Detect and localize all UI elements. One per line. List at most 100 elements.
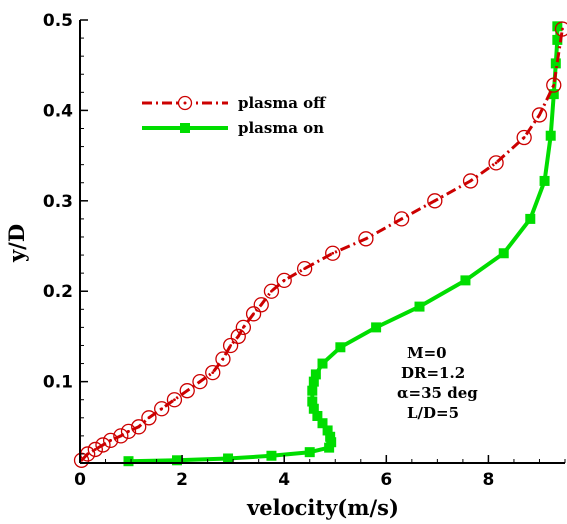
data-point-plasma-on bbox=[325, 431, 336, 442]
data-point-plasma-on bbox=[545, 130, 556, 141]
data-point-dot-plasma-off bbox=[259, 303, 263, 307]
data-point-plasma-off bbox=[141, 410, 157, 426]
x-tick-label: 2 bbox=[176, 470, 188, 490]
data-point-plasma-on bbox=[307, 385, 318, 396]
data-point-plasma-off bbox=[235, 319, 252, 336]
plot-area bbox=[73, 21, 567, 468]
data-point-plasma-on bbox=[317, 418, 328, 429]
legend-marker-plasma-on bbox=[180, 123, 190, 133]
data-point-plasma-on bbox=[552, 21, 563, 32]
data-point-dot-plasma-off bbox=[173, 398, 176, 402]
data-point-plasma-off bbox=[131, 419, 147, 435]
data-point-plasma-off bbox=[95, 437, 111, 453]
legend-label-plasma-off: plasma off bbox=[238, 94, 327, 112]
data-point-plasma-off bbox=[253, 297, 269, 313]
data-point-plasma-off bbox=[102, 432, 119, 449]
data-point-dot-plasma-off bbox=[331, 251, 335, 255]
data-point-dot-plasma-off bbox=[282, 278, 286, 282]
data-point-plasma-on bbox=[539, 175, 550, 186]
data-point-plasma-on bbox=[223, 453, 234, 464]
data-point-plasma-off bbox=[393, 211, 410, 227]
data-point-plasma-on bbox=[266, 450, 277, 461]
data-point-plasma-off bbox=[263, 283, 280, 299]
data-point-plasma-on bbox=[324, 442, 335, 453]
data-point-plasma-on bbox=[525, 213, 536, 224]
legend: plasma off plasma on bbox=[142, 94, 327, 137]
data-point-plasma-on bbox=[326, 437, 337, 448]
data-point-plasma-off bbox=[546, 77, 562, 93]
data-point-dot-plasma-off bbox=[119, 434, 123, 438]
data-point-dot-plasma-off bbox=[552, 83, 556, 87]
data-point-plasma-off bbox=[205, 364, 221, 381]
data-point-plasma-on bbox=[552, 34, 563, 45]
data-point-dot-plasma-off bbox=[109, 438, 113, 442]
annotation-length-ratio: L/D=5 bbox=[407, 404, 459, 422]
data-point-plasma-on bbox=[322, 425, 333, 436]
data-point-plasma-on bbox=[312, 410, 323, 421]
data-point-plasma-on bbox=[414, 301, 425, 312]
data-point-dot-plasma-off bbox=[211, 371, 215, 374]
data-point-plasma-on bbox=[308, 403, 319, 414]
data-point-dot-plasma-off bbox=[127, 429, 130, 433]
data-point-dot-plasma-off bbox=[400, 217, 404, 221]
data-point-dot-plasma-off bbox=[538, 113, 541, 117]
data-point-dot-plasma-off bbox=[252, 312, 255, 316]
x-tick-label: 4 bbox=[278, 470, 290, 490]
data-point-plasma-on bbox=[123, 456, 134, 467]
data-point-dot-plasma-off bbox=[236, 335, 240, 338]
legend-entry-plasma-off: plasma off bbox=[142, 94, 327, 112]
data-point-dot-plasma-off bbox=[433, 199, 437, 203]
data-point-plasma-off bbox=[154, 401, 170, 417]
data-point-dot-plasma-off bbox=[93, 448, 97, 451]
data-point-plasma-off bbox=[245, 306, 262, 322]
data-point-dot-plasma-off bbox=[198, 380, 202, 384]
data-point-plasma-on bbox=[317, 358, 328, 369]
data-point-plasma-on bbox=[371, 322, 382, 333]
data-point-plasma-on bbox=[550, 58, 561, 69]
data-point-plasma-off bbox=[427, 193, 443, 209]
data-point-plasma-off bbox=[554, 21, 567, 37]
data-point-plasma-off bbox=[230, 328, 246, 345]
series-line-plasma-on bbox=[128, 26, 560, 464]
x-tick-label: 0 bbox=[74, 470, 86, 490]
data-point-dot-plasma-off bbox=[86, 452, 90, 456]
x-axis-title: velocity(m/s) bbox=[246, 495, 399, 520]
data-point-plasma-on bbox=[498, 248, 509, 259]
data-point-dot-plasma-off bbox=[221, 357, 225, 361]
data-point-plasma-off bbox=[120, 423, 137, 440]
data-point-plasma-off bbox=[325, 245, 341, 261]
data-point-plasma-on bbox=[307, 396, 318, 407]
legend-marker-dot-plasma-off bbox=[183, 101, 187, 105]
data-point-dot-plasma-off bbox=[185, 389, 189, 393]
data-point-plasma-off bbox=[296, 260, 313, 277]
data-point-plasma-on bbox=[548, 89, 559, 100]
data-point-dot-plasma-off bbox=[147, 416, 151, 420]
data-point-plasma-on bbox=[172, 455, 182, 466]
parameter-annotations: M=0 DR=1.2 α=35 deg L/D=5 bbox=[397, 344, 478, 422]
data-point-plasma-off bbox=[192, 373, 208, 390]
data-point-plasma-off bbox=[166, 392, 183, 408]
x-tick-label: 6 bbox=[380, 470, 392, 490]
annotation-mach: M=0 bbox=[407, 344, 447, 362]
y-tick-label: 0.4 bbox=[43, 101, 73, 121]
data-point-plasma-off bbox=[488, 155, 504, 171]
data-point-plasma-off bbox=[113, 428, 129, 444]
data-point-dot-plasma-off bbox=[101, 443, 105, 447]
y-tick-label: 0.3 bbox=[43, 192, 73, 212]
data-point-dot-plasma-off bbox=[137, 425, 141, 429]
annotation-density-ratio: DR=1.2 bbox=[401, 364, 465, 382]
x-tick-label: 8 bbox=[482, 470, 494, 490]
data-point-plasma-off bbox=[87, 441, 103, 458]
data-point-dot-plasma-off bbox=[364, 237, 368, 241]
data-point-dot-plasma-off bbox=[303, 267, 307, 271]
legend-label-plasma-on: plasma on bbox=[238, 119, 324, 137]
data-point-plasma-off bbox=[179, 383, 195, 399]
y-tick-label: 0.2 bbox=[43, 282, 73, 302]
data-point-dot-plasma-off bbox=[561, 27, 564, 31]
annotation-angle: α=35 deg bbox=[397, 384, 478, 402]
axes: 0 2 4 6 8 0.1 0.2 0.3 0.4 0.5 bbox=[43, 11, 566, 490]
data-point-plasma-off bbox=[462, 173, 479, 189]
data-point-dot-plasma-off bbox=[522, 136, 526, 139]
data-point-plasma-off bbox=[358, 231, 374, 247]
